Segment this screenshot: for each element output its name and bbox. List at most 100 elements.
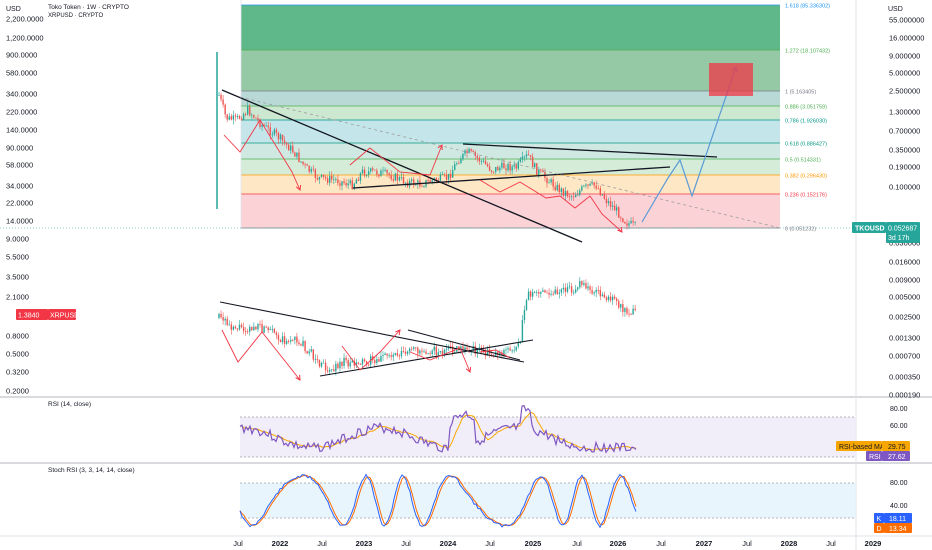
tko-candle bbox=[384, 170, 386, 171]
xrp-candle bbox=[312, 349, 314, 360]
tko-candle bbox=[222, 99, 224, 105]
tko-candle bbox=[585, 184, 587, 186]
xrp-candle bbox=[622, 304, 624, 312]
time-axis-label: 2023 bbox=[356, 539, 373, 548]
xrp-breakout-line[interactable] bbox=[407, 329, 521, 361]
tko-candle bbox=[322, 174, 325, 177]
tko-candle bbox=[347, 183, 349, 186]
tko-red-zigzag-2[interactable] bbox=[349, 144, 443, 176]
tko-candle bbox=[503, 162, 505, 169]
tko-candle bbox=[538, 169, 540, 176]
tko-candle bbox=[558, 184, 560, 193]
xrp-red-zigzag-4[interactable] bbox=[479, 349, 511, 359]
xrp-red-zigzag-1[interactable] bbox=[221, 329, 301, 381]
right-axis-tick: 55.000000 bbox=[889, 16, 924, 25]
tko-candle bbox=[314, 169, 317, 178]
tko-candle bbox=[490, 170, 493, 172]
tko-candle bbox=[540, 169, 542, 171]
tko-candle bbox=[365, 174, 368, 176]
time-axis[interactable]: Jul 2022 Jul 2023 Jul 2024 Jul 2025 Jul 2026 Jul 20… bbox=[233, 539, 881, 548]
tko-candle bbox=[593, 182, 595, 186]
tko-downtrend-line[interactable] bbox=[221, 89, 583, 243]
xrp-candle bbox=[267, 327, 269, 331]
tko-candle bbox=[470, 149, 472, 151]
right-axis-tick: 0.000190 bbox=[889, 391, 920, 400]
rsi-title: RSI (14, close) bbox=[48, 401, 91, 408]
tko-candle bbox=[626, 223, 628, 226]
xrp-candle bbox=[290, 339, 292, 342]
tko-candle bbox=[482, 160, 485, 162]
stoch-tick-40: 40.00 bbox=[890, 503, 908, 510]
xrp-candle bbox=[439, 350, 442, 353]
xrp-candle bbox=[558, 292, 560, 294]
tko-candle bbox=[495, 166, 497, 172]
tko-candle bbox=[452, 170, 454, 178]
tko-candle bbox=[597, 188, 599, 190]
left-axis-tick: 1,200.0000 bbox=[6, 34, 44, 43]
right-axis-tick: 0.350000 bbox=[889, 146, 920, 155]
tko-candle bbox=[435, 178, 437, 181]
tko-candle bbox=[507, 163, 509, 171]
tko-candle bbox=[620, 217, 622, 219]
xrp-candle bbox=[337, 363, 339, 369]
xrp-candle bbox=[501, 352, 503, 356]
tko-candle bbox=[339, 183, 341, 186]
drawing-layer[interactable] bbox=[219, 63, 781, 381]
xrp-candle bbox=[490, 353, 493, 355]
xrp-red-zigzag-2[interactable] bbox=[341, 329, 401, 371]
left-axis-tick: 14.0000 bbox=[6, 217, 33, 226]
xrp-candle bbox=[392, 354, 394, 357]
xrpusd-price-badge: 1.3840 XRPUSD bbox=[16, 309, 79, 320]
xrp-candle bbox=[486, 349, 489, 356]
tko-resistance-trendline[interactable] bbox=[462, 143, 718, 158]
tko-candle bbox=[271, 134, 273, 136]
rsi-pane bbox=[239, 404, 856, 458]
fib-label-2: 1 (5.163405) bbox=[785, 90, 816, 96]
tko-candle bbox=[499, 167, 501, 171]
tko-candle bbox=[466, 150, 468, 154]
xrp-candle bbox=[249, 327, 251, 332]
xrp-candle bbox=[503, 349, 505, 356]
xrp-candle bbox=[505, 349, 507, 351]
tko-candle bbox=[333, 179, 335, 181]
time-axis-label: Jul bbox=[233, 539, 243, 548]
fib-label-0: 1.618 (85.336302) bbox=[785, 4, 830, 10]
tko-support-trendline[interactable] bbox=[352, 166, 671, 189]
xrp-candle bbox=[507, 348, 509, 350]
projection-path[interactable] bbox=[641, 66, 737, 223]
xrp-red-zigzag-3[interactable] bbox=[409, 347, 471, 373]
xrp-uptrend-line[interactable] bbox=[319, 339, 534, 377]
tko-candle bbox=[318, 176, 321, 180]
tko-candle bbox=[449, 173, 452, 178]
xrp-candle bbox=[517, 343, 519, 347]
tko-candle bbox=[402, 176, 405, 184]
tko-red-zigzag-1[interactable] bbox=[223, 119, 301, 191]
stoch-k-label: K bbox=[877, 516, 882, 523]
left-axis-tick: 0.5000 bbox=[6, 350, 29, 359]
tko-candle bbox=[355, 179, 358, 184]
xrp-candle bbox=[353, 360, 355, 366]
tkousd-candles[interactable] bbox=[218, 92, 636, 230]
tko-candle bbox=[527, 154, 530, 156]
xrp-downtrend-line[interactable] bbox=[219, 301, 525, 363]
xrp-candle bbox=[388, 355, 390, 357]
right-price-axis[interactable]: 55.000000 16.000000 9.000000 5.000000 2.5000… bbox=[889, 16, 924, 400]
fib-retracement[interactable]: 1.618 (85.336302) 1.272 (18.107432) 1 (5.1… bbox=[0, 0, 856, 233]
xrp-candle bbox=[386, 353, 388, 356]
left-price-axis[interactable]: 2,200.0000 1,200.0000 900.0000 580.0000 340.… bbox=[6, 15, 44, 396]
xrp-candle bbox=[425, 351, 427, 354]
tko-candle bbox=[417, 180, 419, 185]
xrp-candle bbox=[320, 362, 323, 367]
target-box[interactable] bbox=[709, 63, 753, 96]
xrp-candle bbox=[322, 362, 325, 364]
rsi-label: RSI bbox=[869, 454, 881, 461]
xrp-candle bbox=[394, 353, 396, 355]
xrpusd-candles[interactable] bbox=[218, 277, 636, 376]
xrp-candle bbox=[275, 332, 278, 336]
tko-candle bbox=[351, 180, 353, 190]
xrp-candle bbox=[613, 296, 616, 299]
tko-candle bbox=[624, 221, 626, 224]
tko-red-zigzag-3[interactable] bbox=[479, 179, 623, 233]
tko-dashed-trendline[interactable] bbox=[239, 96, 781, 229]
